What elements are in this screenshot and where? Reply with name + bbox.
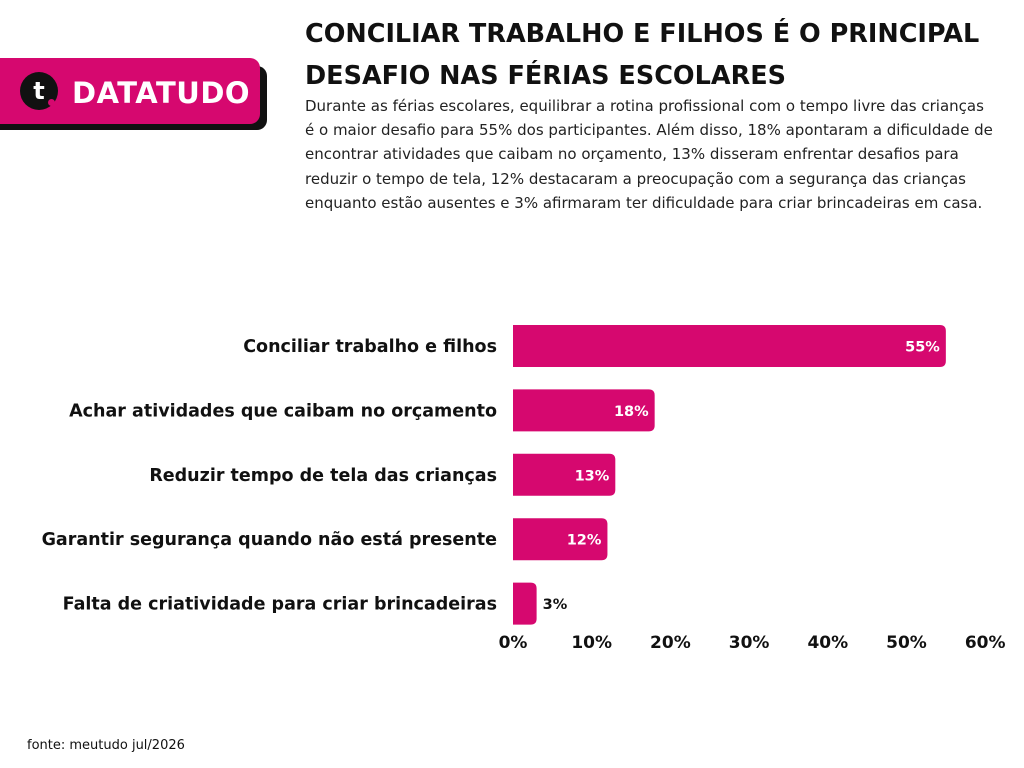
- category-label: Achar atividades que caibam no orçamento: [69, 401, 497, 421]
- x-tick-label: 10%: [571, 633, 612, 653]
- value-label: 13%: [575, 468, 610, 484]
- x-tick-label: 60%: [965, 633, 1006, 653]
- chart-title: CONCILIAR TRABALHO E FILHOS É O PRINCIPA…: [305, 19, 980, 91]
- x-tick-label: 40%: [807, 633, 848, 653]
- source-note: fonte: meutudo jul/2026: [27, 738, 185, 753]
- brand-name: DATATUDO: [72, 76, 251, 110]
- category-label: Garantir segurança quando não está prese…: [42, 530, 498, 550]
- x-tick-label: 50%: [886, 633, 927, 653]
- category-label: Falta de criatividade para criar brincad…: [63, 595, 497, 615]
- value-label: 3%: [543, 597, 568, 613]
- category-label: Reduzir tempo de tela das crianças: [149, 466, 497, 486]
- brand-logo: t DATATUDO: [0, 58, 260, 124]
- x-tick-label: 30%: [729, 633, 770, 653]
- bar: [513, 389, 655, 432]
- value-label: 18%: [614, 404, 649, 420]
- bar: [513, 518, 608, 561]
- x-tick-label: 20%: [650, 633, 691, 653]
- bar: [513, 325, 946, 367]
- value-label: 12%: [567, 533, 602, 549]
- x-tick-label: 0%: [499, 633, 528, 653]
- bar: [513, 453, 616, 496]
- value-label: 55%: [905, 340, 940, 356]
- bar: [513, 582, 537, 625]
- category-label: Conciliar trabalho e filhos: [243, 337, 497, 357]
- chart-subtitle: Durante as férias escolares, equilibrar …: [305, 97, 993, 212]
- bar-chart: Conciliar trabalho e filhos 55% Achar ativ…: [42, 325, 1006, 653]
- brand-mark-dot: [48, 99, 55, 106]
